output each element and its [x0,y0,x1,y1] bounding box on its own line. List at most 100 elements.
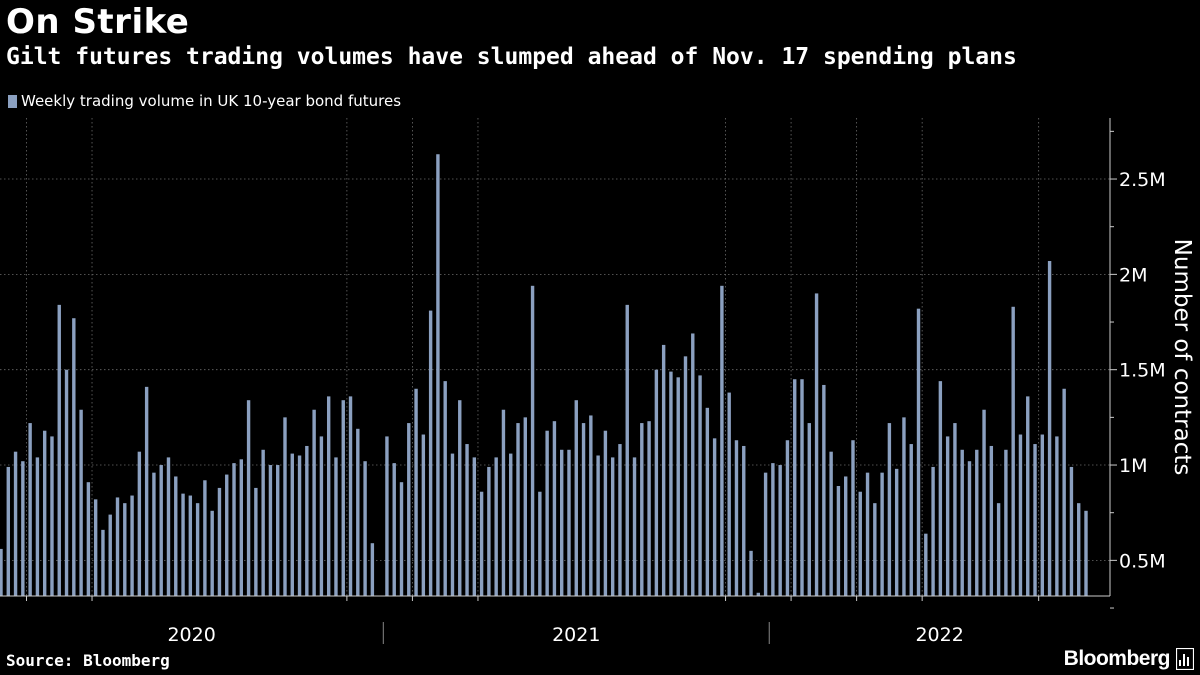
bar [108,514,112,596]
legend: Weekly trading volume in UK 10-year bond… [8,92,401,110]
bar [254,487,258,596]
bar [953,423,957,596]
bar [472,457,477,596]
bar [742,445,746,596]
bar [851,440,855,596]
bar [421,434,426,596]
bar [647,421,651,596]
bar [64,369,69,596]
bar [334,457,338,596]
bar [276,465,280,596]
bar [326,396,331,596]
bar [880,472,884,596]
y-axis-title: Number of contracts [1169,239,1195,476]
bar [450,453,455,596]
bar [560,449,564,596]
bar-series [0,154,1088,596]
bar [93,499,98,596]
bar [836,486,841,596]
bar [137,451,142,596]
legend-swatch [8,94,17,108]
bar [778,465,782,596]
bar [363,461,367,596]
bar [683,356,688,596]
bar [239,459,244,596]
bar [501,409,506,596]
bar [203,480,207,596]
bar [261,449,265,596]
bar [115,497,120,596]
bar [283,417,287,596]
bar [669,371,673,596]
bar [902,417,906,596]
bar [210,510,214,596]
bar [523,417,527,596]
bar [676,377,680,596]
bar [720,285,724,596]
bar [42,430,47,596]
bar [494,457,498,596]
bar [640,423,644,596]
bar [596,455,600,596]
bar [814,293,819,596]
bar [734,440,739,596]
bar [28,423,32,596]
bar [392,463,396,596]
bar [232,463,236,596]
bar [1062,388,1066,596]
terminal-icon [1176,648,1194,670]
x-year-label: 2020 [167,624,215,646]
bar [727,392,731,596]
bar [188,495,193,596]
bar [428,310,433,596]
bar [967,461,972,596]
bar [661,344,666,596]
bar [1026,396,1030,596]
bar [581,423,586,596]
bar [443,381,447,596]
y-tick-label: 2M [1119,264,1147,286]
chart-subtitle: Gilt futures trading volumes have slumpe… [6,44,1017,70]
bar [1047,261,1052,596]
bar [166,457,171,596]
bar [509,453,513,596]
bar [931,466,935,596]
bar [174,476,178,596]
bar [370,543,375,596]
bar [756,592,761,596]
bar [458,400,462,596]
bar [545,430,549,596]
x-year-label: 2021 [552,624,600,646]
bar [989,445,994,596]
bar [79,409,83,596]
bar [552,421,557,596]
chart-title: On Strike [6,2,190,42]
y-tick-label: 0.5M [1119,550,1166,572]
bar [589,415,593,596]
bar [771,463,775,596]
bar [800,379,804,596]
bar [858,491,862,596]
bar [763,472,768,596]
legend-label: Weekly trading volume in UK 10-year bond… [21,92,402,110]
bar [996,503,1001,596]
bar [1084,510,1088,596]
bar [603,430,608,596]
bar [938,381,943,596]
bar [975,449,979,596]
bar [538,491,542,596]
bar [1040,434,1045,596]
bar [130,495,134,596]
bar [785,440,790,596]
bar [691,333,695,596]
bar [181,493,185,596]
bar [319,436,324,596]
bar [1004,449,1008,596]
bar [341,400,345,596]
bar [123,503,127,596]
bar [916,308,921,596]
bar [399,482,404,596]
bar [0,548,3,596]
bar [632,457,637,596]
